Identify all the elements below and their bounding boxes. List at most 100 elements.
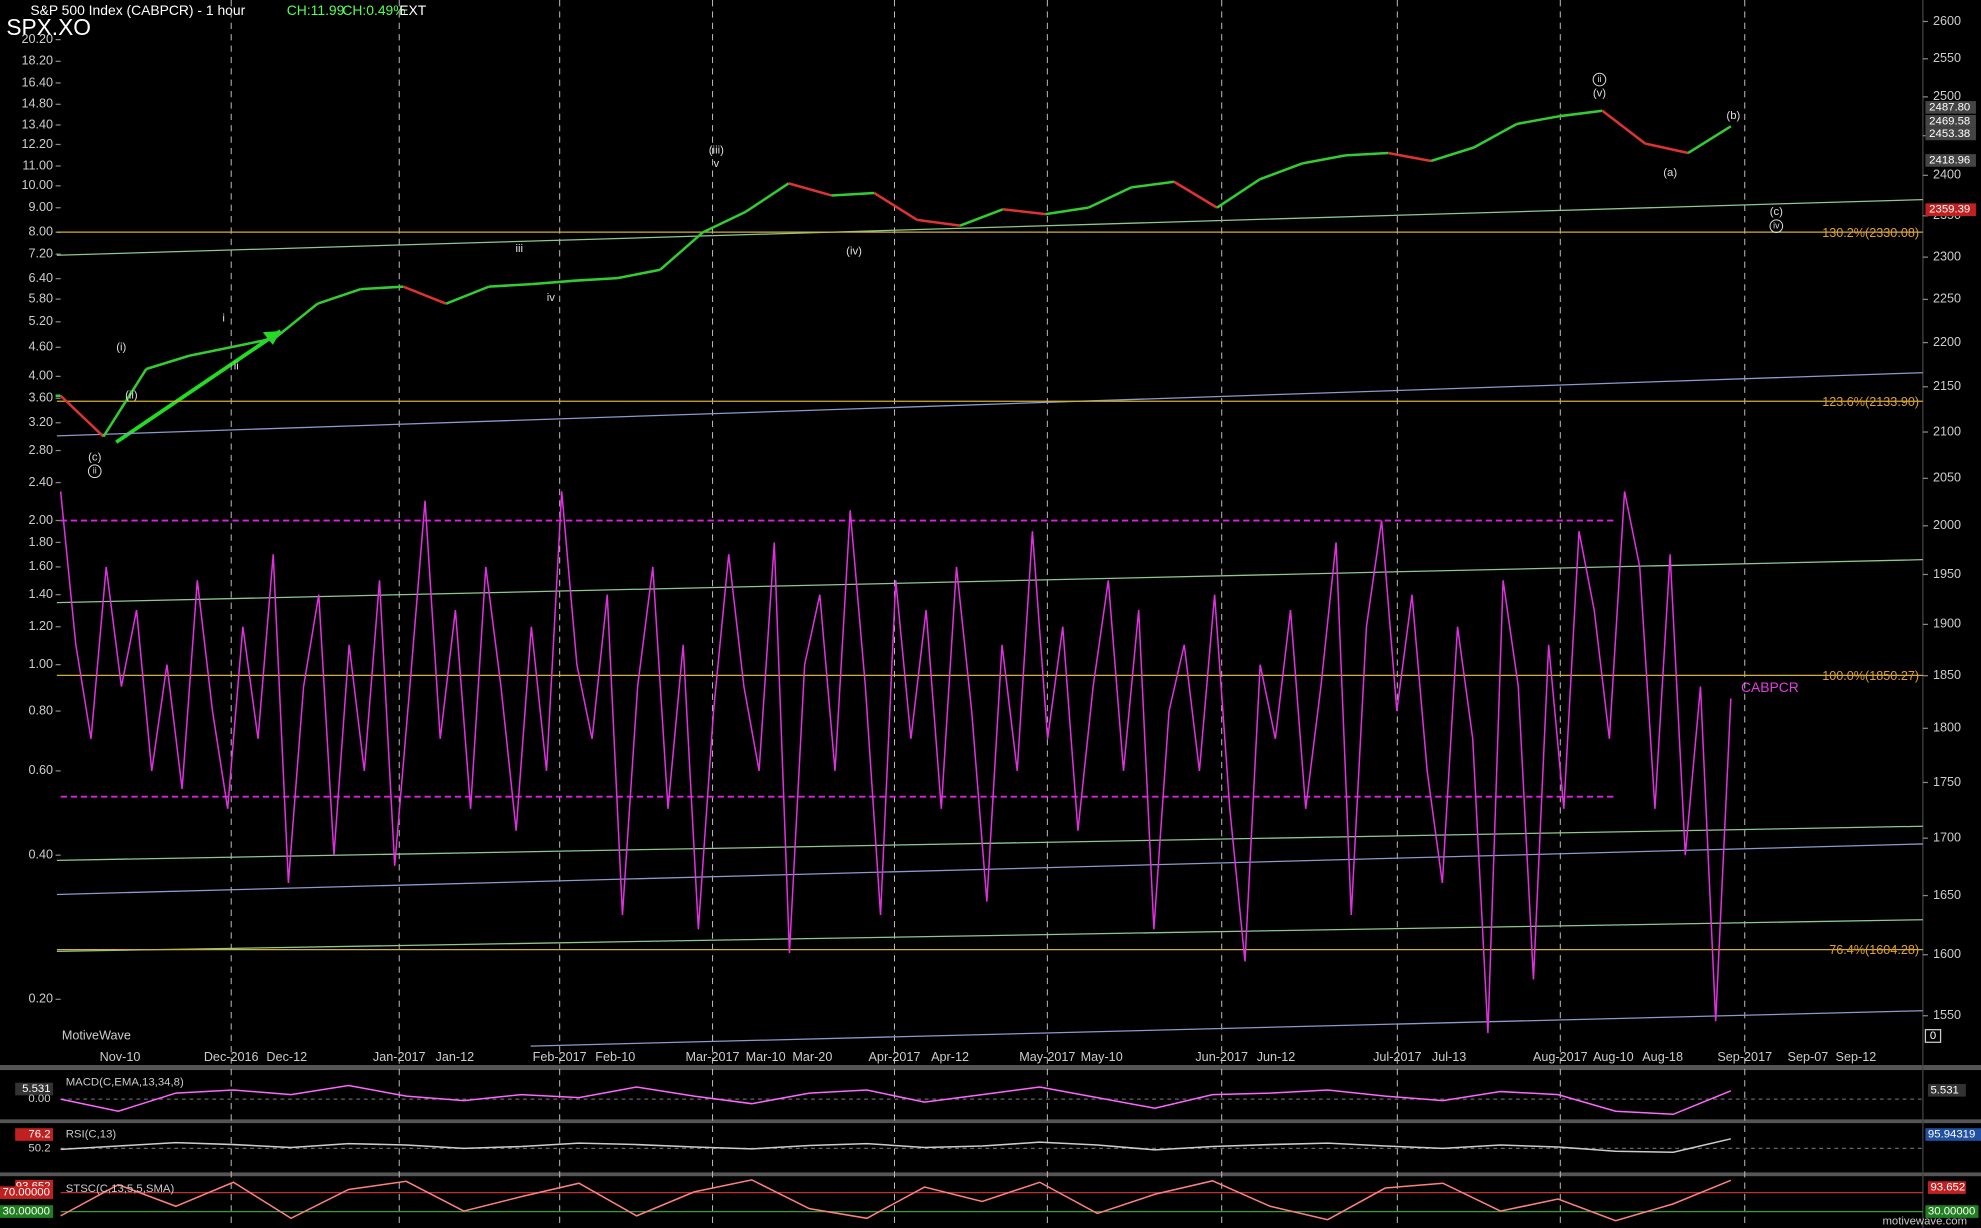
price-segment: [1302, 154, 1346, 165]
cabpcr-tick-label: 3.20: [28, 415, 53, 429]
price-tick-label: 2300: [1933, 249, 1961, 263]
date-label: Mar-20: [792, 1050, 832, 1064]
value-box: [0, 1186, 54, 1199]
date-label: Jul-13: [1432, 1050, 1466, 1064]
zero-flag: 0: [1930, 1030, 1936, 1042]
price-segment: [1002, 208, 1046, 216]
cabpcr-tick-label: 0.60: [28, 763, 53, 777]
cabpcr-tick-label: 2.40: [28, 475, 53, 489]
value-box: [15, 1128, 54, 1141]
wave-circle: [87, 464, 102, 479]
date-label: Aug-18: [1642, 1050, 1683, 1064]
price-segment: [188, 345, 233, 357]
price-tick-label: 1650: [1933, 888, 1961, 902]
indicator-label: STSC(C,13,5,5,SMA): [66, 1183, 175, 1195]
price-segment: [1131, 180, 1175, 189]
fib-label: 123.6%(2133.90): [1822, 395, 1919, 409]
price-tick-label: 1900: [1933, 617, 1961, 631]
price-segment: [702, 210, 747, 234]
date-label: Jun-12: [1257, 1050, 1296, 1064]
price-segment: [445, 285, 490, 305]
arrow: [115, 329, 282, 444]
cabpcr-tick-label: 9.00: [28, 200, 53, 214]
zero-flag-box: [1924, 1029, 1942, 1043]
price-segment: [1045, 206, 1089, 216]
cabpcr-tick-label: 5.20: [28, 314, 53, 328]
chart-title: S&P 500 Index (CABPCR) - 1 hour: [30, 2, 245, 18]
cabpcr-tick-label: 1.60: [28, 559, 53, 573]
cabpcr-tick-label: 3.60: [28, 391, 53, 405]
date-label: Sep-07: [1788, 1050, 1829, 1064]
value-label: 76.2: [28, 1129, 50, 1141]
panel-divider: [0, 1172, 1981, 1177]
date-label: May-10: [1081, 1050, 1123, 1064]
value-label: 30.00000: [3, 1206, 50, 1218]
cabpcr-tick-label: 0.80: [28, 703, 53, 717]
value-box: [1927, 1083, 1966, 1097]
session: EXT: [399, 2, 427, 18]
symbol: SPX.XO: [6, 14, 91, 40]
price-segment: [1173, 180, 1218, 209]
price-tick-label: 1800: [1933, 721, 1961, 735]
price-segment: [617, 268, 661, 280]
wave-label: (ii): [125, 389, 138, 401]
watermark: motivewave.com: [1882, 1216, 1967, 1228]
trend-line: [56, 559, 1923, 604]
date-label: Aug-10: [1593, 1050, 1634, 1064]
date-label: Apr-12: [931, 1050, 969, 1064]
cabpcr-tick-label: 1.80: [28, 535, 53, 549]
wave-label: (v): [1593, 87, 1606, 99]
wave-label: ii: [93, 466, 97, 476]
price-segment: [831, 191, 875, 197]
date-label: Sep-2017: [1717, 1050, 1772, 1064]
wave-label: (a): [1663, 167, 1677, 179]
date-label: Feb-2017: [533, 1050, 587, 1064]
trend-line: [56, 843, 1923, 896]
cabpcr-tick-label: 1.40: [28, 587, 53, 601]
price-tick-label: 2150: [1933, 379, 1961, 393]
price-segment: [231, 336, 276, 349]
cabpcr-tick-label: 8.00: [28, 225, 53, 239]
date-label: Nov-10: [100, 1050, 141, 1064]
price-tick-label: 2100: [1933, 424, 1961, 438]
price-segment: [659, 231, 704, 271]
price-flag: [1925, 114, 1976, 128]
price-segment: [788, 182, 832, 197]
price-segment: [1601, 109, 1646, 145]
wave-circle: [1592, 72, 1607, 87]
date-label: Jun-2017: [1195, 1050, 1248, 1064]
trend-line: [56, 919, 1923, 952]
price-segment: [102, 368, 148, 438]
cabpcr-tick-label: 4.00: [28, 369, 53, 383]
value-label: 70.00000: [3, 1187, 50, 1199]
value-box: [1925, 1128, 1981, 1141]
trend-line: [530, 1010, 1923, 1047]
value-box: [0, 1205, 54, 1218]
price-tick-label: 2200: [1933, 335, 1961, 349]
value-box: [15, 1082, 54, 1096]
price-segment: [1216, 178, 1261, 209]
price-flag: [1925, 203, 1976, 217]
date-label: Apr-2017: [869, 1050, 921, 1064]
cabpcr-tick-label: 12.20: [21, 137, 53, 151]
wave-label: iv: [547, 292, 556, 304]
wave-label: (iii): [709, 144, 724, 156]
indicator-label: MACD(C,EMA,13,34,8): [66, 1077, 184, 1089]
stsc-line: [60, 1179, 1732, 1222]
cabpcr-tick-label: 2.80: [28, 443, 53, 457]
indicator-label: RSI(C,13): [66, 1129, 117, 1141]
price-segment: [1388, 151, 1432, 163]
price-flag: [1925, 127, 1976, 141]
cabpcr-line: [59, 491, 1732, 1034]
cabpcr-tick-label: 1.00: [28, 657, 53, 671]
macd-line: [60, 1084, 1732, 1116]
change: CH:11.99: [287, 2, 345, 18]
wave-circle: [1769, 219, 1784, 233]
price-tick-label: 2000: [1933, 518, 1961, 532]
price-tick-label: 1950: [1933, 567, 1961, 581]
value-label: 5.531: [1930, 1084, 1958, 1096]
cabpcr-tick-label: 7.20: [28, 246, 53, 260]
date-label: Dec-2016: [204, 1050, 259, 1064]
cabpcr-tick-label: 0.20: [28, 992, 53, 1006]
